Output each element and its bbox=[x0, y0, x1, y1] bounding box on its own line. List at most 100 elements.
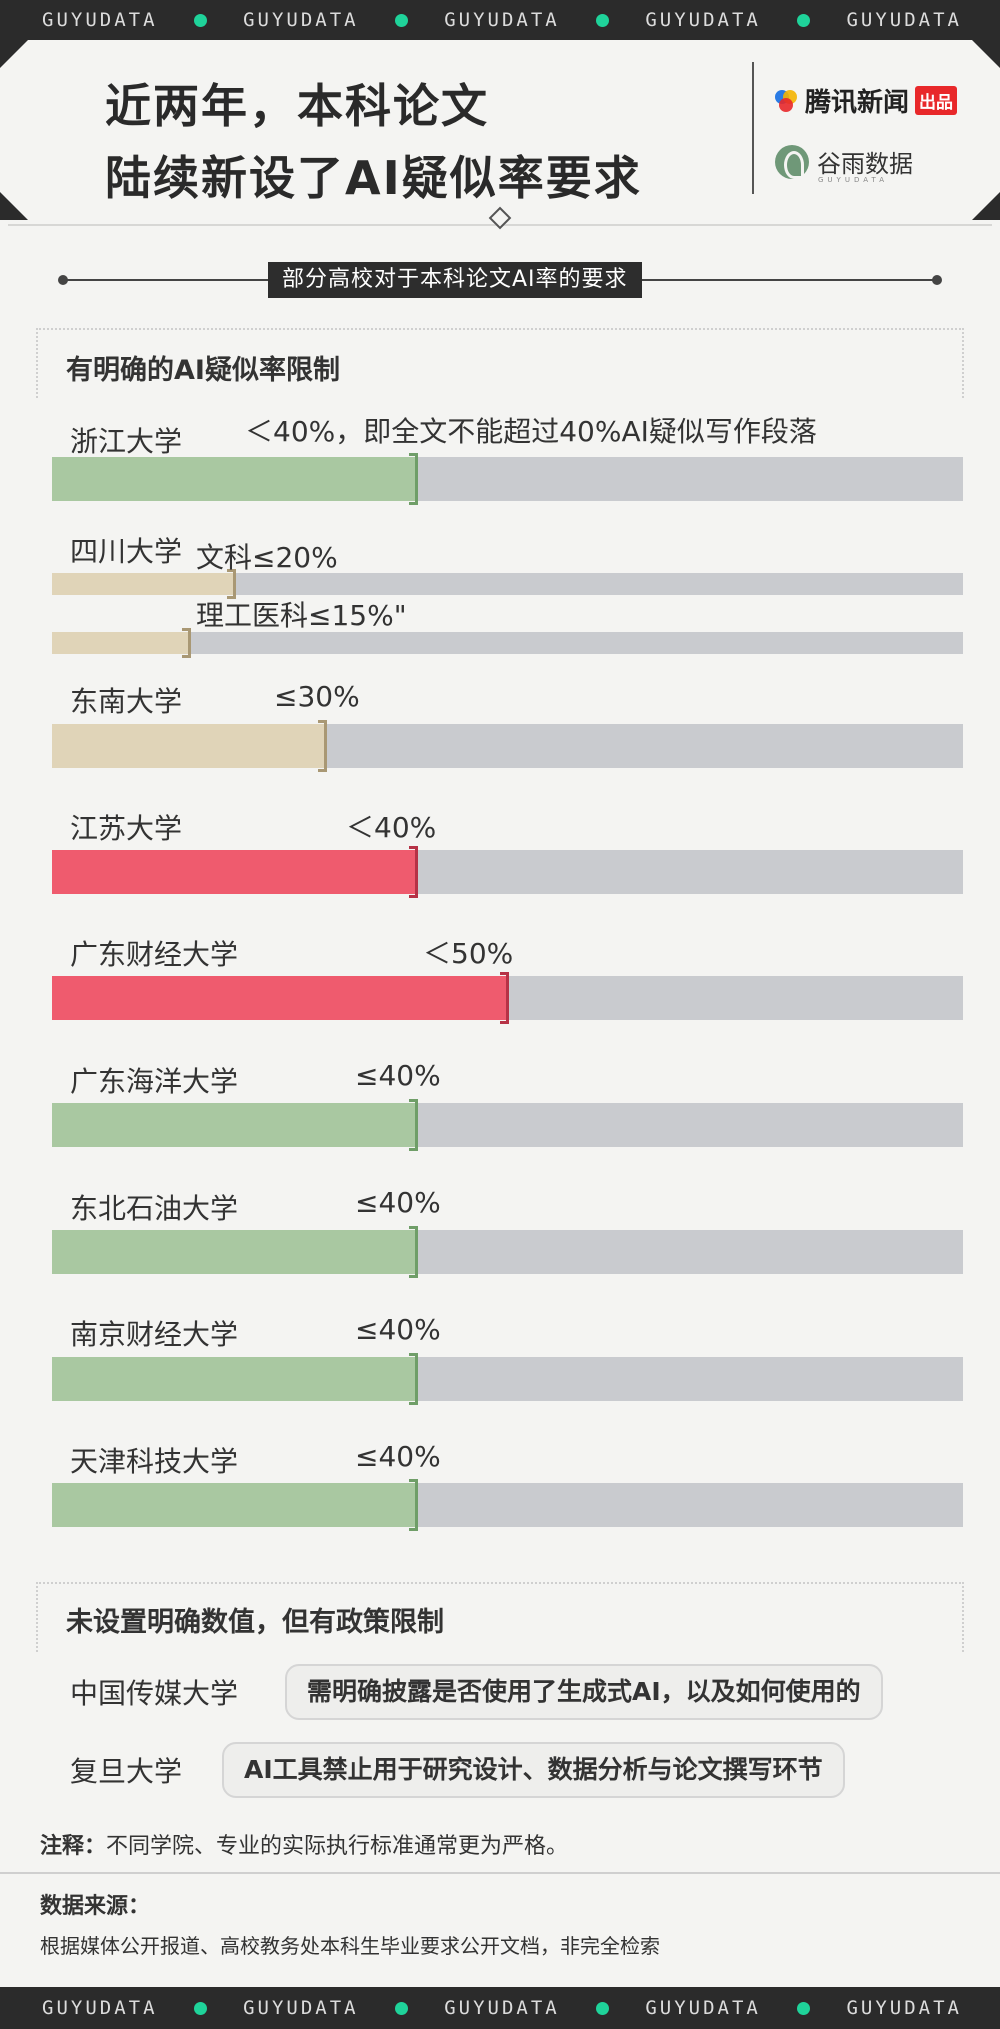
bar-fill bbox=[52, 573, 234, 595]
bar-track bbox=[52, 972, 963, 1024]
bar-track bbox=[52, 1479, 963, 1531]
section-box bbox=[36, 1582, 964, 1652]
university-name: 南京财经大学 bbox=[70, 1318, 239, 1351]
ribbon-word: GUYUDATA bbox=[444, 9, 560, 31]
bar-value-label: 文科≤20% bbox=[196, 541, 338, 574]
ribbon-word: GUYUDATA bbox=[243, 9, 359, 31]
bar-track bbox=[52, 1353, 963, 1405]
policy-pill-1: 需明确披露是否使用了生成式AI，以及如何使用的 bbox=[285, 1664, 883, 1720]
guyu-data-sub: GUYUDATA bbox=[818, 176, 888, 184]
ribbon-dot bbox=[394, 13, 408, 27]
bar-value-label: ≤30% bbox=[274, 680, 360, 713]
ribbon-word: GUYUDATA bbox=[444, 1997, 560, 2019]
ribbon-dot bbox=[797, 2001, 811, 2015]
bar-value-label: ＜50% bbox=[423, 937, 514, 970]
main-content: 部分高校对于本科论文AI率的要求 有明确的AI疑似率限制 浙江大学 ＜40%，即全… bbox=[0, 206, 1000, 1987]
policy-pill-2: AI工具禁止用于研究设计、数据分析与论文撰写环节 bbox=[222, 1742, 845, 1798]
section-title-policy: 未设置明确数值，但有政策限制 bbox=[66, 1607, 444, 1638]
corner-decoration bbox=[0, 192, 28, 220]
university-name: 浙江大学 bbox=[70, 425, 183, 458]
bar-value-label: ≤40% bbox=[355, 1313, 441, 1346]
rule-end-dot bbox=[932, 275, 942, 285]
bar-value-label: ＜40%，即全文不能超过40%AI疑似写作段落 bbox=[245, 415, 817, 448]
bar-value-label: ＜40% bbox=[346, 811, 437, 844]
bar-track bbox=[52, 1226, 963, 1278]
header-divider bbox=[752, 62, 754, 194]
bar-value-label: ≤40% bbox=[355, 1059, 441, 1092]
bar-end-bracket bbox=[409, 1226, 418, 1278]
university-name: 四川大学 bbox=[70, 535, 183, 568]
corner-decoration bbox=[972, 40, 1000, 68]
bar-track bbox=[52, 453, 963, 505]
bar-track bbox=[52, 846, 963, 898]
ribbon-dot bbox=[193, 13, 207, 27]
ribbon-dot bbox=[193, 2001, 207, 2015]
ribbon-dot bbox=[797, 13, 811, 27]
bar-fill bbox=[52, 976, 507, 1020]
bar-track bbox=[52, 569, 963, 599]
guyu-bird-icon bbox=[775, 144, 809, 179]
ribbon-word: GUYUDATA bbox=[645, 9, 761, 31]
ribbon-word: GUYUDATA bbox=[243, 1997, 359, 2019]
bar-track bbox=[52, 628, 963, 658]
section-title-explicit: 有明确的AI疑似率限制 bbox=[66, 355, 340, 386]
bar-track bbox=[52, 1099, 963, 1151]
corner-decoration bbox=[972, 192, 1000, 220]
bar-end-bracket bbox=[409, 453, 418, 505]
bar-end-bracket bbox=[409, 846, 418, 898]
footnote-text: 不同学院、专业的实际执行标准通常更为严格。 bbox=[106, 1834, 569, 1859]
bar-fill bbox=[52, 1483, 416, 1527]
bar-fill bbox=[52, 632, 189, 654]
policy-university-2: 复旦大学 bbox=[70, 1755, 183, 1788]
bar-end-bracket bbox=[409, 1353, 418, 1405]
source-title: 数据来源： bbox=[40, 1894, 151, 1919]
bar-fill bbox=[52, 1357, 416, 1401]
bar-end-bracket bbox=[227, 569, 236, 599]
tencent-news-name: 腾讯新闻 bbox=[805, 88, 910, 118]
bar-fill bbox=[52, 1230, 416, 1274]
bar-end-bracket bbox=[409, 1479, 418, 1531]
ribbon-word: GUYUDATA bbox=[42, 9, 158, 31]
rule-end-dot bbox=[58, 275, 68, 285]
footnote-label: 注释： bbox=[40, 1834, 107, 1859]
chart-subtitle: 部分高校对于本科论文AI率的要求 bbox=[268, 262, 642, 298]
ribbon-word: GUYUDATA bbox=[846, 1997, 962, 2019]
tencent-news-badge: 出品 bbox=[915, 86, 958, 115]
bar-fill bbox=[52, 457, 416, 501]
ribbon-dot bbox=[596, 13, 610, 27]
university-name: 江苏大学 bbox=[70, 812, 183, 845]
bar-end-bracket bbox=[500, 972, 509, 1024]
title-line-1: 近两年，本科论文 bbox=[105, 79, 489, 133]
top-ribbon: GUYUDATA GUYUDATA GUYUDATA GUYUDATA GUYU… bbox=[0, 0, 1000, 40]
bottom-ribbon: GUYUDATA GUYUDATA GUYUDATA GUYUDATA GUYU… bbox=[0, 1987, 1000, 2029]
header: 近两年，本科论文 陆续新设了AI疑似率要求 腾讯新闻 出品 谷雨数据 GUYUD… bbox=[0, 40, 1000, 220]
ribbon-word: GUYUDATA bbox=[846, 9, 962, 31]
university-name: 东北石油大学 bbox=[70, 1192, 239, 1225]
section-box bbox=[36, 328, 964, 398]
university-name: 广东海洋大学 bbox=[70, 1065, 239, 1098]
tencent-news-logo: 腾讯新闻 出品 bbox=[775, 82, 958, 119]
bar-end-bracket bbox=[182, 628, 191, 658]
source-divider bbox=[0, 1872, 1000, 1874]
title-line-2: 陆续新设了AI疑似率要求 bbox=[105, 151, 642, 205]
page-title: 近两年，本科论文 陆续新设了AI疑似率要求 bbox=[105, 70, 642, 214]
corner-decoration bbox=[0, 40, 28, 68]
ribbon-dot bbox=[596, 2001, 610, 2015]
footnote: 注释：不同学院、专业的实际执行标准通常更为严格。 bbox=[40, 1828, 568, 1860]
ribbon-word: GUYUDATA bbox=[42, 1997, 158, 2019]
source-text: 根据媒体公开报道、高校教务处本科生毕业要求公开文档，非完全检索 bbox=[40, 1934, 660, 1958]
bar-value-label: ≤40% bbox=[355, 1440, 441, 1473]
tencent-news-icon bbox=[775, 88, 799, 114]
guyu-data-logo: 谷雨数据 bbox=[775, 144, 913, 179]
bar-value-label: 理工医科≤15%" bbox=[196, 599, 407, 632]
bar-end-bracket bbox=[409, 1099, 418, 1151]
bar-fill bbox=[52, 724, 325, 768]
policy-university-1: 中国传媒大学 bbox=[70, 1677, 239, 1710]
university-name: 天津科技大学 bbox=[70, 1445, 239, 1478]
ribbon-dot bbox=[394, 2001, 408, 2015]
university-name: 东南大学 bbox=[70, 685, 183, 718]
bar-fill bbox=[52, 1103, 416, 1147]
bar-value-label: ≤40% bbox=[355, 1186, 441, 1219]
guyu-data-name: 谷雨数据 bbox=[817, 150, 913, 178]
university-name: 广东财经大学 bbox=[70, 938, 239, 971]
